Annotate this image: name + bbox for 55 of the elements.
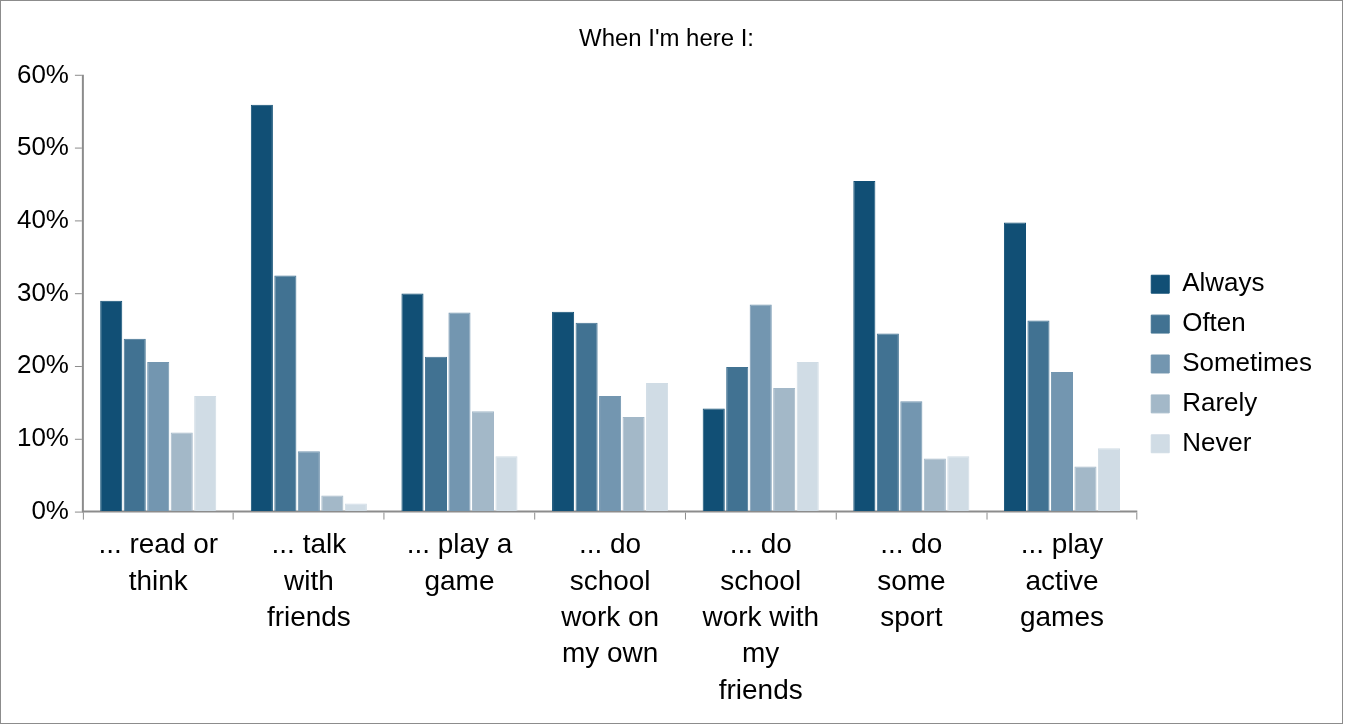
legend-label: Sometimes — [1182, 348, 1313, 377]
bar — [448, 312, 471, 512]
legend-label: Always — [1182, 268, 1265, 297]
legend-label: Rarely — [1182, 388, 1258, 417]
bar — [749, 304, 772, 512]
x-tick-label: ... read or think — [98, 528, 219, 596]
bar — [1097, 448, 1120, 512]
bar — [1027, 320, 1050, 512]
bar — [424, 356, 448, 512]
bar — [123, 338, 146, 512]
bar — [923, 458, 946, 512]
x-tick-label: ... do some sport — [877, 528, 946, 632]
bar — [552, 311, 575, 512]
x-tick-label: ... play a game — [406, 528, 513, 596]
bar — [622, 417, 645, 512]
bar — [401, 293, 424, 512]
bar — [100, 300, 123, 512]
bar — [194, 396, 217, 512]
bar — [495, 456, 518, 512]
bar — [1074, 466, 1097, 512]
bar — [702, 408, 725, 512]
bar — [297, 451, 320, 512]
y-tick-label: 0% — [31, 495, 69, 524]
y-tick-label: 50% — [16, 132, 69, 161]
bar — [274, 275, 297, 512]
bar — [170, 432, 193, 512]
bar — [344, 503, 367, 512]
bar — [575, 322, 598, 512]
bar — [599, 396, 622, 512]
bar — [1050, 372, 1073, 512]
legend-label: Often — [1182, 308, 1246, 337]
bar — [471, 411, 495, 512]
bar — [796, 361, 819, 512]
bar — [147, 361, 170, 512]
x-tick-label: ... talk with friends — [266, 528, 351, 632]
bar — [900, 401, 923, 512]
x-tick-label: ... play active games — [1020, 528, 1104, 632]
y-tick-label: 40% — [16, 205, 69, 234]
y-tick-label: 20% — [16, 350, 69, 379]
bar — [1003, 222, 1027, 512]
bar — [250, 104, 273, 512]
bar — [853, 180, 876, 512]
legend-label: Never — [1182, 427, 1252, 456]
bar — [947, 456, 970, 512]
bar — [321, 495, 344, 512]
bar — [646, 382, 669, 512]
bar — [726, 366, 749, 512]
chart-title: When I'm here I: — [579, 23, 754, 51]
x-tick-label: ... do school work with my friends — [701, 528, 819, 705]
y-tick-label: 30% — [16, 277, 69, 306]
bar — [876, 333, 899, 512]
x-tick-label: ... do school work on my own — [560, 528, 660, 669]
bar — [773, 388, 796, 512]
y-tick-label: 10% — [16, 423, 69, 452]
y-tick-label: 60% — [16, 59, 69, 88]
